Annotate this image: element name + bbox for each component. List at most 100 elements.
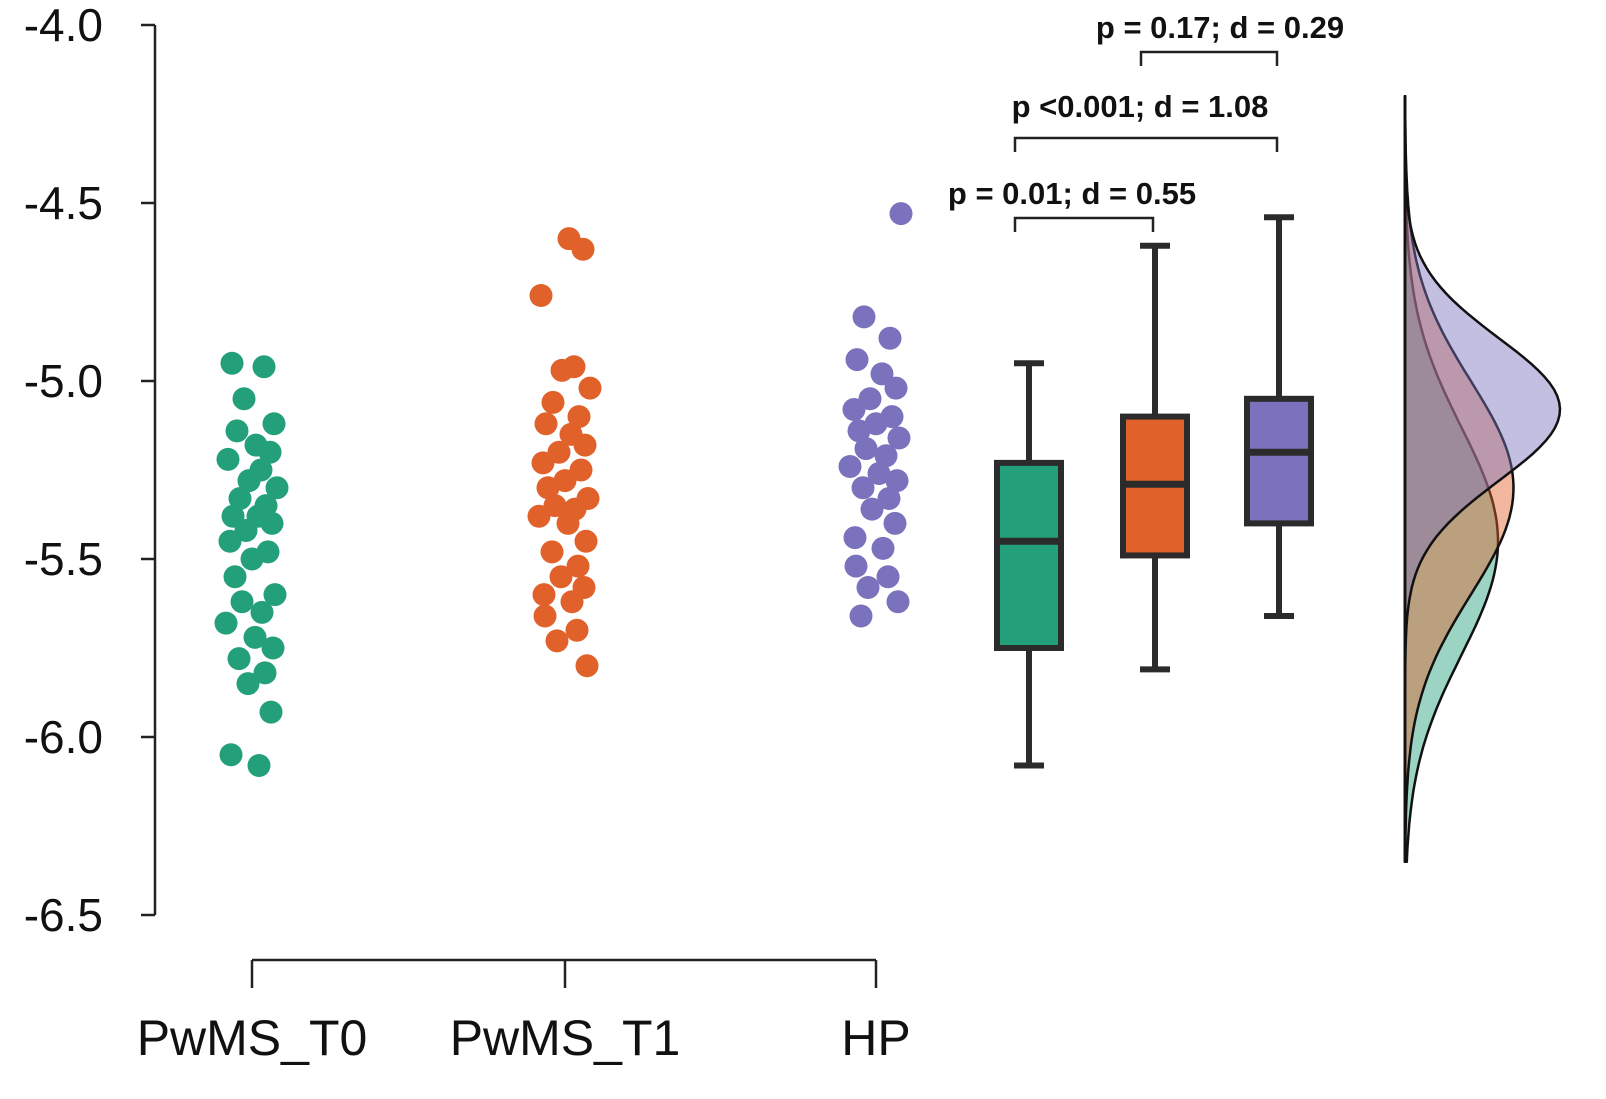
- data-point-PwMS_T1: [550, 358, 574, 382]
- significance-bracket: [1139, 50, 1279, 66]
- data-point-PwMS_T1: [534, 412, 558, 436]
- data-point-PwMS_T0: [230, 590, 254, 614]
- data-point-PwMS_T0: [259, 700, 283, 724]
- y-tick-label: -6.5: [24, 889, 103, 941]
- data-point-PwMS_T0: [261, 636, 285, 660]
- significance-annotations: p = 0.17; d = 0.29 p <0.001; d = 1.08 p = …: [948, 10, 1344, 232]
- data-point-HP: [871, 536, 895, 560]
- y-tick-label: -4.5: [24, 177, 103, 229]
- data-point-PwMS_T0: [219, 743, 243, 767]
- density-plots: [1403, 94, 1562, 863]
- data-point-PwMS_T1: [575, 654, 599, 678]
- data-point-HP: [852, 305, 876, 329]
- x-tick-label: HP: [841, 1010, 910, 1066]
- y-tick-label: -5.5: [24, 533, 103, 585]
- data-point-PwMS_T0: [237, 469, 261, 493]
- data-point-PwMS_T0: [263, 583, 287, 607]
- data-point-PwMS_T0: [260, 511, 284, 535]
- density-HP: [1403, 96, 1562, 862]
- data-point-PwMS_T1: [549, 565, 573, 589]
- data-point-HP: [878, 326, 902, 350]
- data-point-HP: [870, 362, 894, 386]
- data-point-PwMS_T1: [556, 511, 580, 535]
- y-tick-label: -4.0: [24, 0, 103, 51]
- data-point-HP: [867, 462, 891, 486]
- data-point-HP: [856, 575, 880, 599]
- data-point-HP: [876, 565, 900, 589]
- significance-label: p = 0.01; d = 0.55: [948, 176, 1196, 211]
- data-point-HP: [877, 486, 901, 510]
- data-point-PwMS_T0: [262, 412, 286, 436]
- data-point-PwMS_T1: [540, 540, 564, 564]
- data-point-PwMS_T0: [223, 565, 247, 589]
- x-tick-label: PwMS_T0: [137, 1010, 368, 1066]
- data-point-PwMS_T0: [220, 351, 244, 375]
- data-point-PwMS_T1: [565, 618, 589, 642]
- data-point-PwMS_T0: [216, 447, 240, 471]
- data-point-HP: [885, 469, 909, 493]
- data-point-PwMS_T1: [529, 284, 553, 308]
- data-point-HP: [854, 437, 878, 461]
- data-point-HP: [838, 454, 862, 478]
- data-point-PwMS_T0: [227, 647, 251, 671]
- data-point-PwMS_T1: [567, 405, 591, 429]
- data-point-PwMS_T0: [247, 753, 271, 777]
- data-point-PwMS_T1: [578, 376, 602, 400]
- significance-label: p <0.001; d = 1.08: [1012, 89, 1269, 124]
- box-iqr: [994, 459, 1064, 651]
- data-point-PwMS_T0: [225, 419, 249, 443]
- data-point-PwMS_T0: [252, 355, 276, 379]
- data-point-HP: [843, 526, 867, 550]
- density-PwMS_T0: [1403, 96, 1500, 863]
- data-point-HP: [860, 497, 884, 521]
- data-point-PwMS_T1: [571, 237, 595, 261]
- data-point-PwMS_T0: [232, 387, 256, 411]
- data-point-PwMS_T0: [218, 529, 242, 553]
- data-point-PwMS_T1: [533, 604, 557, 628]
- significance-label: p = 0.17; d = 0.29: [1096, 10, 1344, 45]
- data-point-PwMS_T1: [545, 629, 569, 653]
- data-point-HP: [883, 511, 907, 535]
- significance-bracket: [1013, 136, 1279, 152]
- data-point-HP: [842, 397, 866, 421]
- y-axis: -4.0 -4.5 -5.0 -5.5 -6.0 -6.5: [24, 0, 157, 941]
- data-point-PwMS_T1: [527, 504, 551, 528]
- data-point-PwMS_T0: [236, 672, 260, 696]
- data-point-HP: [889, 202, 913, 226]
- data-point-PwMS_T1: [574, 529, 598, 553]
- data-point-PwMS_T1: [536, 476, 560, 500]
- significance-bracket: [1013, 216, 1155, 232]
- data-point-PwMS_T0: [240, 547, 264, 571]
- y-tick-label: -6.0: [24, 711, 103, 763]
- data-point-PwMS_T0: [250, 600, 274, 624]
- boxplot-PwMS_T0: [994, 360, 1064, 769]
- data-point-PwMS_T1: [531, 451, 555, 475]
- data-point-PwMS_T0: [258, 440, 282, 464]
- boxplot-PwMS_T1: [1120, 242, 1190, 673]
- data-point-PwMS_T0: [214, 611, 238, 635]
- data-point-PwMS_T1: [573, 433, 597, 457]
- x-tick-label: PwMS_T1: [450, 1010, 681, 1066]
- data-point-PwMS_T0: [243, 625, 267, 649]
- data-point-PwMS_T1: [566, 554, 590, 578]
- boxplot-HP: [1244, 214, 1314, 619]
- box-plots: [994, 214, 1314, 769]
- data-point-PwMS_T0: [265, 476, 289, 500]
- data-point-HP: [884, 376, 908, 400]
- data-point-HP: [874, 444, 898, 468]
- data-point-PwMS_T1: [541, 390, 565, 414]
- data-point-HP: [847, 419, 871, 443]
- data-point-PwMS_T0: [253, 661, 277, 685]
- data-point-PwMS_T1: [532, 583, 556, 607]
- data-point-HP: [845, 348, 869, 372]
- y-tick-label: -5.0: [24, 355, 103, 407]
- data-point-HP: [887, 426, 911, 450]
- x-axis: PwMS_T0 PwMS_T1 HP: [137, 958, 911, 1066]
- data-point-HP: [851, 476, 875, 500]
- box-iqr: [1244, 395, 1314, 527]
- data-point-HP: [886, 590, 910, 614]
- data-points: [214, 202, 913, 777]
- data-point-HP: [844, 554, 868, 578]
- data-point-PwMS_T0: [228, 486, 252, 510]
